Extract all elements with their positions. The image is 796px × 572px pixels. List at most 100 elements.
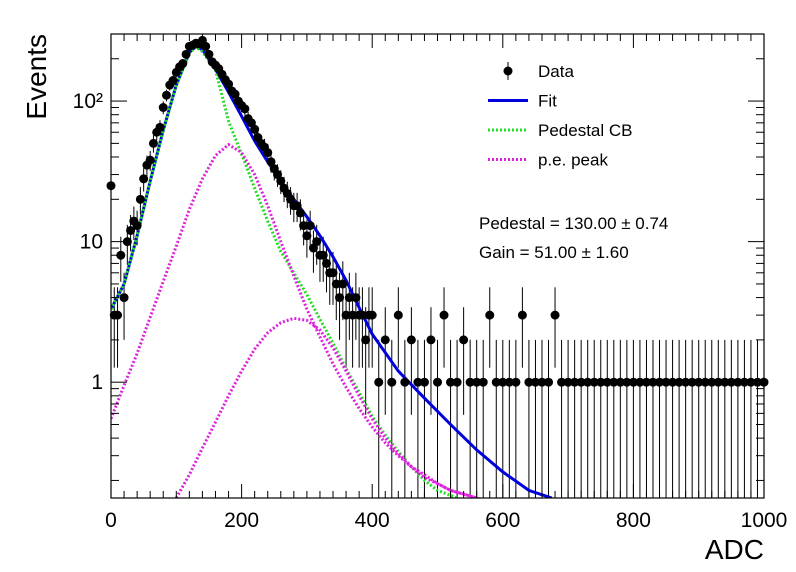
legend-item-p-e-peak: p.e. peak [488, 151, 608, 170]
data-point [674, 377, 684, 387]
data-point [583, 377, 593, 387]
data-point [224, 79, 234, 89]
data-point [576, 377, 586, 387]
x-tick-label: 600 [485, 509, 520, 532]
data-point [517, 310, 527, 320]
x-tick-label: 0 [105, 509, 117, 532]
curve-p-e-peak-4 [174, 316, 482, 498]
data-point [338, 279, 348, 289]
data-point [126, 225, 136, 235]
data-point [544, 377, 554, 387]
data-point [739, 377, 749, 387]
data-point [413, 377, 423, 387]
data-point [661, 377, 671, 387]
data-point [707, 377, 717, 387]
data-point [139, 174, 149, 184]
data-point [550, 310, 560, 320]
y-tick-label: 1 [91, 371, 103, 394]
data-point [733, 377, 743, 387]
data-point [351, 293, 361, 303]
data-point [419, 377, 429, 387]
data-point [305, 221, 315, 231]
data-point [312, 237, 322, 247]
data-point [433, 377, 442, 387]
data-point [266, 157, 276, 167]
x-tick-label: 800 [616, 509, 651, 532]
error-bars [111, 36, 764, 498]
legend-label: Pedestal CB [538, 121, 633, 140]
data-point [668, 377, 678, 387]
data-point [230, 89, 240, 99]
data-point [491, 377, 501, 387]
data-point [681, 377, 691, 387]
data-point [498, 377, 508, 387]
data-point [119, 293, 129, 303]
legend: Data Fit Pedestal CB p.e. peak [488, 62, 633, 170]
data-point [622, 377, 632, 387]
data-point [426, 335, 436, 345]
x-axis: 0 200 400 600 800 1000 [105, 34, 787, 532]
data-point [276, 176, 286, 186]
y-tick-label: 10² [73, 90, 103, 113]
data-point [628, 377, 638, 387]
legend-label: Fit [538, 92, 557, 111]
data-point [452, 377, 462, 387]
gain-annotation: Gain = 51.00 ± 1.60 [479, 243, 629, 262]
data-point [465, 377, 475, 387]
data-point [393, 310, 403, 320]
data-point [335, 293, 345, 303]
data-point [478, 377, 488, 387]
data-point [299, 221, 309, 231]
data-point [596, 377, 606, 387]
data-point [557, 377, 567, 387]
data-point [302, 231, 312, 241]
legend-item-data: Data [503, 62, 574, 81]
data-point [602, 377, 612, 387]
x-tick-label: 1000 [741, 509, 788, 532]
data-point [155, 122, 165, 132]
data-point [240, 104, 250, 114]
data-point [563, 377, 573, 387]
data-point [116, 250, 126, 260]
data-point [145, 155, 155, 165]
data-point [713, 377, 723, 387]
data-point [459, 335, 469, 345]
data-point [609, 377, 619, 387]
data-point [439, 310, 449, 320]
x-axis-label: ADC [705, 534, 764, 565]
legend-item-pedestal-cb: Pedestal CB [488, 121, 633, 140]
data-point [361, 335, 371, 345]
x-tick-label: 200 [224, 509, 259, 532]
data-point [321, 258, 331, 268]
data-point [367, 310, 377, 320]
data-point [158, 102, 168, 112]
curve-pedestal-cb-2 [111, 44, 461, 498]
pedestal-annotation: Pedestal = 130.00 ± 0.74 [479, 214, 668, 233]
legend-item-fit: Fit [488, 92, 557, 111]
data-point [331, 279, 341, 289]
data-point [570, 377, 580, 387]
data-point [511, 377, 521, 387]
data-point [400, 377, 410, 387]
data-point [589, 377, 599, 387]
x-tick-label: 400 [355, 509, 390, 532]
y-axis-label: Events [21, 34, 52, 120]
data-point [720, 377, 730, 387]
data-point [700, 377, 710, 387]
data-point [263, 148, 273, 158]
data-point [641, 377, 651, 387]
data-point [318, 250, 328, 260]
data-point [132, 221, 142, 231]
data-point [328, 268, 338, 278]
data-point [201, 41, 211, 51]
y-axis: 1 10 10² [73, 33, 764, 481]
data-point [295, 208, 305, 218]
data-point [406, 335, 416, 345]
data-point [135, 194, 145, 204]
legend-label: Data [538, 62, 574, 81]
data-point [387, 377, 397, 387]
data-point [292, 201, 302, 211]
data-point [148, 138, 158, 148]
